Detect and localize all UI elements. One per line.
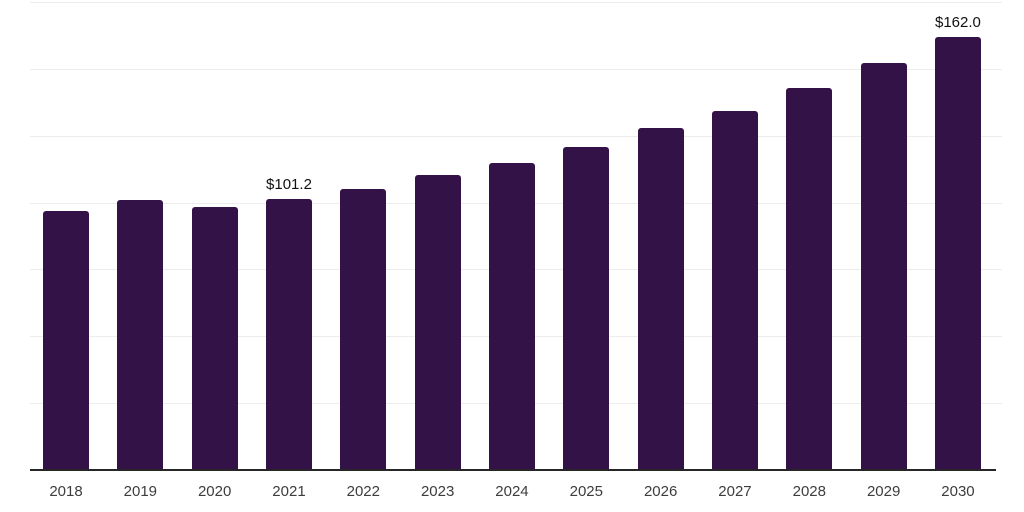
x-tick-2022: 2022	[346, 483, 380, 500]
bar-2020	[191, 206, 238, 470]
bar-2029	[860, 63, 907, 470]
x-tick-2020: 2020	[197, 483, 232, 500]
bar-2027	[711, 110, 758, 470]
bar-2019	[117, 200, 164, 470]
x-tick-2030: 2030	[941, 483, 975, 500]
x-tick-2025: 2025	[569, 483, 603, 500]
x-tick-2026: 2026	[643, 483, 678, 500]
bar-2021	[265, 199, 312, 470]
x-tick-2027: 2027	[718, 483, 752, 500]
gridline-150	[30, 68, 1002, 70]
bar-2024	[488, 162, 535, 470]
data-label-2030: $162.0	[935, 13, 981, 31]
x-tick-2023: 2023	[420, 483, 455, 500]
bar-2028	[786, 88, 833, 470]
x-axis-line	[30, 469, 996, 471]
data-label-2021: $101.2	[266, 176, 312, 194]
bar-2026	[637, 128, 684, 470]
bar-2023	[414, 175, 461, 470]
gridline-125	[30, 135, 1002, 137]
bar-2025	[563, 147, 610, 470]
bar-2022	[340, 189, 387, 470]
x-tick-2024: 2024	[495, 483, 529, 500]
x-tick-2021: 2021	[272, 483, 306, 500]
bar-2018	[43, 210, 89, 470]
x-tick-2028: 2028	[792, 483, 826, 500]
gridline-175	[30, 2, 1002, 3]
x-tick-2029: 2029	[866, 483, 901, 500]
x-tick-2019: 2019	[123, 483, 158, 500]
bar-2030	[934, 36, 981, 470]
x-tick-2018: 2018	[49, 483, 83, 500]
